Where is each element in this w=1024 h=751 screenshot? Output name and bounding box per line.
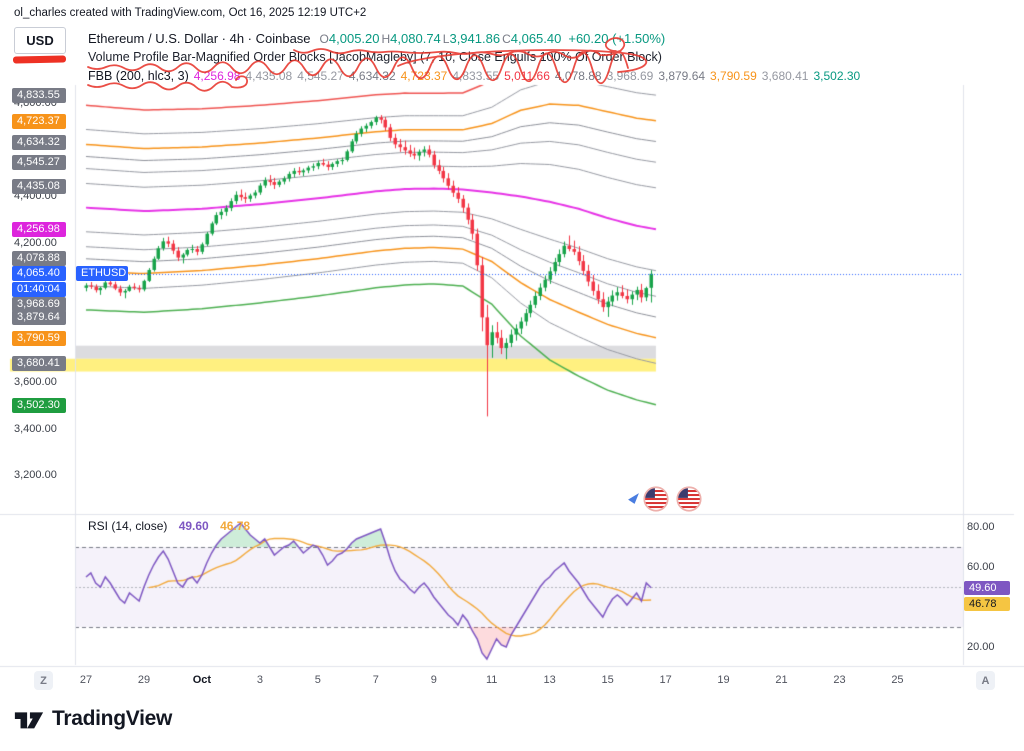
rsi-value: 49.60 — [178, 519, 209, 533]
rsi-scale-label: 60.00 — [967, 561, 995, 573]
ohlc-open-value: 4,005.20 — [328, 31, 380, 46]
price-badge: 4,256.98 — [12, 221, 66, 237]
candle-countdown-badge: 01:40:04 — [12, 282, 66, 297]
ohlc-high-key: H — [381, 32, 391, 46]
fbb-value: 3,502.30 — [813, 69, 861, 83]
ohlc-close-key: C — [502, 32, 511, 46]
rsi-scale-label: 80.00 — [967, 521, 995, 533]
current-price-badge: 4,065.40 — [12, 266, 66, 281]
price-label: 4,200.00 — [14, 236, 57, 249]
change-value: +60.20 (+1.50%) — [568, 31, 666, 46]
price-badge: 4,078.88 — [12, 250, 66, 266]
fbb-value: 3,680.41 — [761, 69, 809, 83]
price-badge: 4,723.37 — [12, 113, 66, 129]
us-flag-icon[interactable] — [676, 486, 702, 512]
fbb-value: 4,634.32 — [348, 69, 396, 83]
price-badge: 4,545.27 — [12, 154, 66, 170]
rsi-ma-value: 46.78 — [220, 519, 251, 533]
fbb-values: 4,256.98 4,435.08 4,545.27 4,634.32 4,723.37… — [189, 69, 860, 83]
price-label: 3,200.00 — [14, 469, 57, 481]
price-badge: 3,879.64 — [12, 309, 66, 325]
time-label[interactable]: 3 — [256, 674, 263, 686]
rsi-scale-label: 20.00 — [967, 641, 995, 653]
time-label[interactable]: 13 — [543, 674, 556, 686]
legend-symbol-row[interactable]: Ethereum / U.S. Dollar · 4h · Coinbase O4… — [88, 31, 665, 46]
fbb-value: 4,435.08 — [245, 69, 293, 83]
price-label: 3,600.00 — [14, 376, 57, 388]
price-badge: 4,833.55 — [12, 87, 66, 103]
price-badge: 4,435.08 — [12, 178, 66, 194]
ohlc-open-key: O — [319, 32, 329, 46]
symbol-tag-badge: ETHUSD — [76, 266, 128, 281]
time-label[interactable]: 19 — [717, 674, 730, 686]
ohlc-close-value: 4,065.40 — [510, 31, 562, 46]
auto-scale-button[interactable]: A — [976, 671, 995, 690]
fbb-value: 5,011.66 — [504, 69, 550, 83]
cursor-sparkle-icon — [628, 493, 639, 504]
ohlc-high-value: 4,080.74 — [390, 31, 441, 46]
currency-button[interactable]: USD — [14, 27, 66, 54]
time-label[interactable]: 23 — [833, 674, 846, 686]
us-flag-icon[interactable] — [643, 486, 669, 512]
price-label: 3,400.00 — [14, 422, 57, 435]
legend-indicator-volume-profile[interactable]: Volume Profile Bar-Magnified Order Block… — [88, 50, 662, 64]
legend-indicator-fbb[interactable]: FBB (200, hlc3, 3) 4,256.98 4,435.08 4,545.… — [88, 69, 860, 83]
time-label[interactable]: Oct — [192, 674, 212, 686]
tradingview-mark-icon — [14, 712, 44, 729]
rsi-legend[interactable]: RSI (14, close) 49.60 46.78 — [88, 519, 250, 533]
fbb-value: 4,545.27 — [297, 69, 344, 83]
time-label[interactable]: 21 — [775, 674, 788, 686]
time-label[interactable]: 9 — [430, 674, 437, 686]
fbb-label: FBB (200, hlc3, 3) — [88, 69, 189, 83]
rsi-value-badge: 49.60 — [964, 581, 1010, 595]
rsi-ma-badge: 46.78 — [964, 597, 1010, 611]
ohlc-low-value: 3,941.86 — [449, 31, 501, 46]
price-badge: 3,502.30 — [12, 397, 66, 413]
time-label[interactable]: 25 — [891, 674, 904, 686]
time-label[interactable]: 11 — [486, 674, 498, 686]
fbb-value: 3,879.64 — [658, 69, 706, 83]
time-label[interactable]: 17 — [659, 674, 672, 686]
price-badge: 3,968.69 — [12, 296, 66, 312]
time-label[interactable]: 15 — [601, 674, 614, 686]
price-badge: 4,634.32 — [12, 134, 66, 150]
time-label[interactable]: 27 — [79, 674, 93, 686]
timezone-button[interactable]: Z — [34, 671, 53, 690]
fbb-value: 3,790.59 — [710, 69, 757, 83]
tradingview-wordmark: TradingView — [52, 707, 173, 730]
rsi-label: RSI (14, close) — [88, 519, 168, 533]
price-badge: 3,790.59 — [12, 330, 66, 346]
fbb-value: 3,968.69 — [606, 69, 654, 83]
price-badge: 3,680.41 — [12, 355, 66, 371]
red-marker-underline — [12, 55, 67, 64]
tradingview-logo[interactable]: TradingView — [13, 706, 172, 732]
fbb-value: 4,833.55 — [452, 69, 500, 83]
fbb-value: 4,256.98 — [193, 69, 241, 83]
fbb-value: 4,723.37 — [400, 69, 448, 83]
fbb-value: 4,078.88 — [554, 69, 602, 83]
symbol-title: Ethereum / U.S. Dollar · 4h · Coinbase — [88, 31, 311, 46]
time-label[interactable]: 5 — [314, 674, 321, 686]
time-label[interactable]: 29 — [137, 674, 151, 686]
time-label[interactable]: 7 — [372, 674, 379, 686]
watermark: ol_charles created with TradingView.com,… — [14, 7, 367, 19]
